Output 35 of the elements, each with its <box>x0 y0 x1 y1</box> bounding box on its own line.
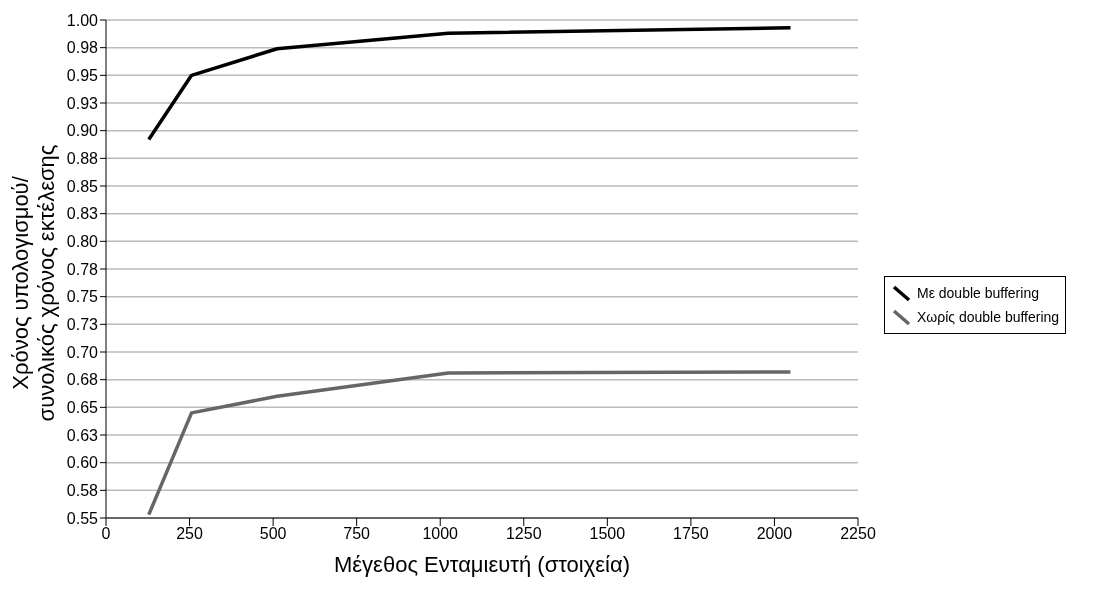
y-tick-label: 0.95 <box>66 67 99 85</box>
x-tick-label: 750 <box>343 525 371 543</box>
y-tick-label: 0.75 <box>66 288 99 306</box>
y-tick-label: 0.63 <box>66 426 99 444</box>
x-axis-title: Μέγεθος Ενταμιευτή (στοιχεία) <box>333 552 631 577</box>
y-tick-label: 0.58 <box>66 482 99 500</box>
y-tick-label: 0.85 <box>66 177 99 195</box>
y-tick-label: 0.80 <box>66 233 99 251</box>
y-tick-label: 0.73 <box>66 316 99 334</box>
y-tick-label: 0.55 <box>66 509 99 527</box>
x-tick-label: 250 <box>176 525 203 543</box>
y-tick-label: 0.78 <box>66 260 99 278</box>
x-tick-label: 0 <box>101 525 111 543</box>
y-tick-label: 0.90 <box>66 122 99 140</box>
x-tick-label: 500 <box>259 525 287 543</box>
y-axis-title: Χρόνος υπολογισμού/ συνολικός χρόνος εκτέλεσης <box>8 144 59 422</box>
y-tick-label: 0.88 <box>66 150 99 168</box>
x-tick-label: 1500 <box>589 525 626 543</box>
x-tick-label: 1000 <box>422 525 459 543</box>
y-tick-label: 0.60 <box>66 454 99 472</box>
y-tick-label: 0.83 <box>66 205 99 223</box>
legend-label: Με double buffering <box>917 285 1039 301</box>
x-tick-label: 1250 <box>505 525 542 543</box>
x-tick-label: 1750 <box>673 525 709 543</box>
line-series <box>147 26 793 142</box>
y-tick-label: 0.98 <box>66 39 99 57</box>
y-tick-label: 0.70 <box>66 343 99 361</box>
x-tick-label: 2000 <box>756 525 793 543</box>
legend-label: Χωρίς double buffering <box>917 309 1060 325</box>
y-tick-label: 0.93 <box>66 94 99 112</box>
line-series <box>147 370 793 517</box>
y-tick-label: 0.68 <box>66 371 99 389</box>
y-tick-label: 1.00 <box>66 11 99 29</box>
y-tick-label: 0.65 <box>66 399 99 417</box>
x-tick-label: 2250 <box>840 525 876 543</box>
